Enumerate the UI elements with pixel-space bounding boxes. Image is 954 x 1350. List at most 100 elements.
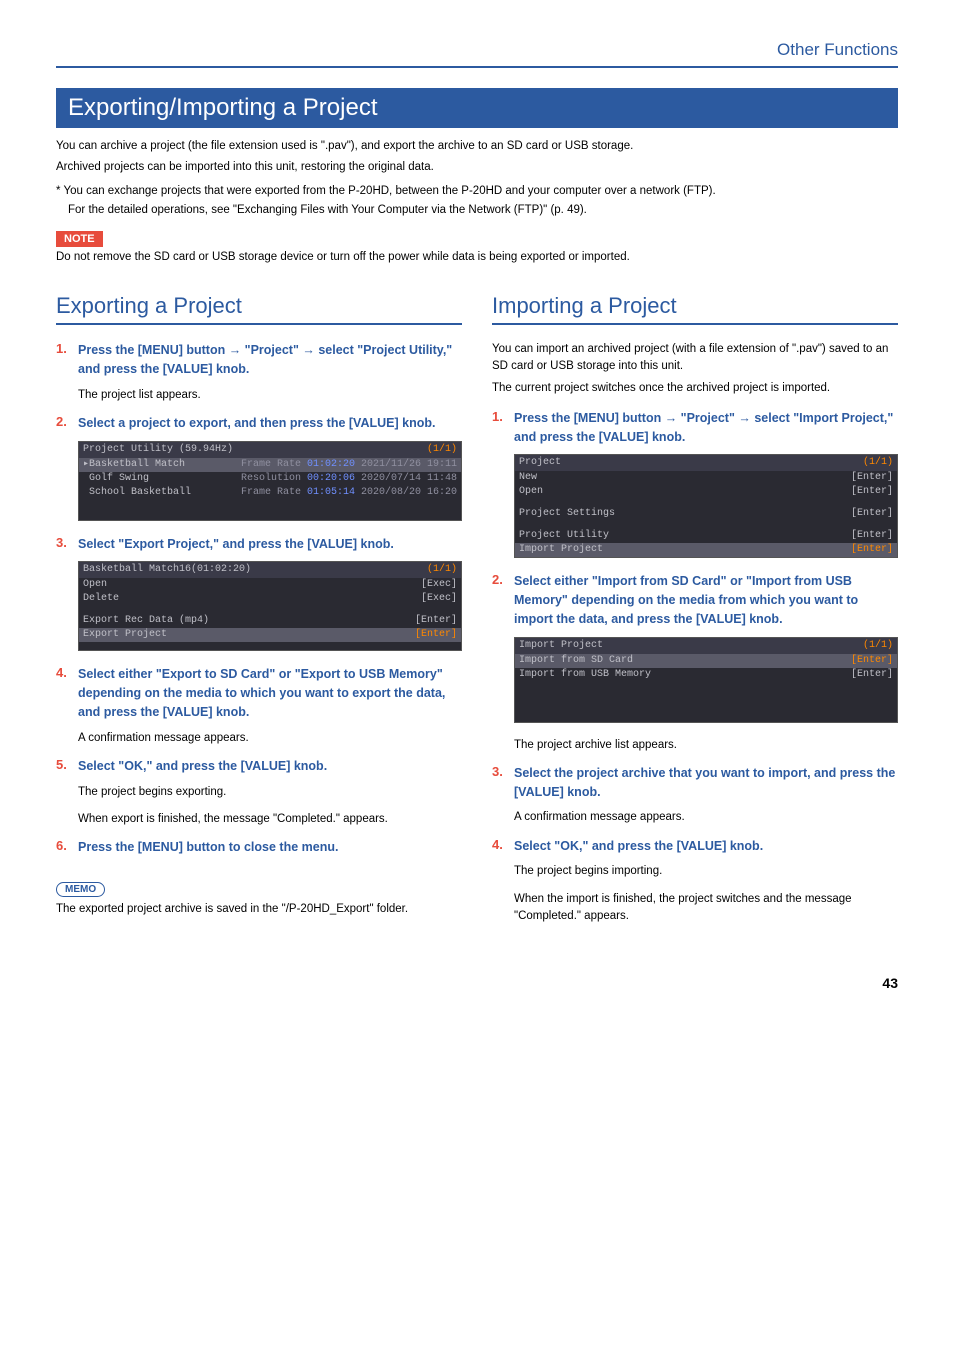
note-badge: NOTE [56,231,103,247]
note-text: Do not remove the SD card or USB storage… [56,251,898,263]
export-project-screenshot: Basketball Match16(01:02:20) (1/1) Open[… [78,561,462,651]
ss-row-name: Export Project [83,628,415,642]
step-note: A confirmation message appears. [492,809,898,826]
ss-row: New[Enter] [515,471,897,485]
ss-row-action: [Enter] [851,471,893,485]
footnote-2: For the detailed operations, see "Exchan… [56,202,898,219]
ss-row-date: 2020/08/20 16:20 [361,486,457,500]
ss-page: (1/1) [863,639,893,653]
step-number: 3. [56,535,78,554]
step-number: 3. [492,764,514,802]
step-note: The project archive list appears. [492,737,898,754]
export-step-3: 3. Select "Export Project," and press th… [56,535,462,554]
ss-row: Project Utility[Enter] [515,529,897,543]
step-number: 6. [56,838,78,857]
intro-line-2: Archived projects can be imported into t… [56,159,898,176]
ss-row: Import Project[Enter] [515,543,897,557]
ss-row-name: Open [519,485,851,499]
ss-title: Basketball Match16(01:02:20) [83,563,251,577]
step-text: Select a project to export, and then pre… [78,414,462,433]
step-text: Select "Export Project," and press the [… [78,535,462,554]
ss-row: Project Settings[Enter] [515,507,897,521]
ss-row-name: New [519,471,851,485]
ss-row: Open[Enter] [515,485,897,499]
memo-badge: MEMO [56,882,105,897]
ss-row: School Basketball Frame Rate 01:05:14 20… [79,486,461,500]
step-number: 2. [492,572,514,628]
ss-row: Import from USB Memory[Enter] [515,668,897,682]
ss-row-action: [Enter] [851,668,893,682]
export-step-5: 5. Select "OK," and press the [VALUE] kn… [56,757,462,776]
step-text: Press the [MENU] button → "Project" → se… [78,341,462,379]
page-title: Exporting/Importing a Project [56,88,898,128]
import-step-3: 3. Select the project archive that you w… [492,764,898,802]
step-number: 4. [492,837,514,856]
ss-row: ▸Basketball Match Frame Rate 01:02:20 20… [79,458,461,472]
ss-row: Import from SD Card[Enter] [515,654,897,668]
ss-row-mid: Resolution [241,472,307,486]
step-note: When the import is finished, the project… [492,891,898,926]
import-column: Importing a Project You can import an ar… [492,293,898,935]
project-menu-screenshot: Project (1/1) New[Enter] Open[Enter] Pro… [514,454,898,558]
ss-page: (1/1) [863,456,893,470]
ss-title: Import Project [519,639,603,653]
ss-row-name: Import Project [519,543,851,557]
ss-row: Open[Exec] [79,578,461,592]
ss-row: Export Project[Enter] [79,628,461,642]
ss-row-action: [Exec] [421,578,457,592]
step-text: Press the [MENU] button to close the men… [78,838,462,857]
step-number: 1. [492,409,514,447]
import-step-2: 2. Select either "Import from SD Card" o… [492,572,898,628]
export-heading: Exporting a Project [56,293,462,325]
export-step-2: 2. Select a project to export, and then … [56,414,462,433]
import-step-1: 1. Press the [MENU] button → "Project" →… [492,409,898,447]
ss-row-action: [Enter] [851,543,893,557]
ss-row-action: [Enter] [851,507,893,521]
step-note: The project list appears. [56,387,462,404]
ss-page: (1/1) [427,563,457,577]
step-number: 4. [56,665,78,721]
project-utility-screenshot: Project Utility (59.94Hz) (1/1) ▸Basketb… [78,441,462,521]
ss-row: Delete[Exec] [79,592,461,606]
ss-row-name: Golf Swing [83,472,241,486]
import-intro-1: You can import an archived project (with… [492,341,898,376]
ss-row-name: Import from SD Card [519,654,851,668]
ss-row-name: Delete [83,592,421,606]
ss-title: Project [519,456,561,470]
ss-page: (1/1) [427,443,457,457]
step-text: Select either "Import from SD Card" or "… [514,572,898,628]
ss-row-name: Open [83,578,421,592]
ss-row-date: 2020/07/14 11:48 [361,472,457,486]
step-note: A confirmation message appears. [56,730,462,747]
ss-row-action: [Exec] [421,592,457,606]
ss-row: Export Rec Data (mp4)[Enter] [79,614,461,628]
step-note: The project begins importing. [492,863,898,880]
step-note: The project begins exporting. [56,784,462,801]
ss-row-action: [Enter] [415,628,457,642]
ss-row-action: [Enter] [851,485,893,499]
ss-row-action: [Enter] [851,654,893,668]
step-text: Select "OK," and press the [VALUE] knob. [514,837,898,856]
step-text: Select either "Export to SD Card" or "Ex… [78,665,462,721]
import-step-4: 4. Select "OK," and press the [VALUE] kn… [492,837,898,856]
ss-row-name: Export Rec Data (mp4) [83,614,415,628]
ss-row-name: Project Utility [519,529,851,543]
import-intro-2: The current project switches once the ar… [492,380,898,397]
ss-row-name: School Basketball [83,486,241,500]
ss-row-name: ▸Basketball Match [83,458,241,472]
export-step-4: 4. Select either "Export to SD Card" or … [56,665,462,721]
footnote-1: * You can exchange projects that were ex… [56,183,898,200]
step-number: 5. [56,757,78,776]
ss-row-name: Project Settings [519,507,851,521]
page-number: 43 [56,975,898,991]
intro-line-1: You can archive a project (the file exte… [56,138,898,155]
export-step-6: 6. Press the [MENU] button to close the … [56,838,462,857]
ss-title: Project Utility (59.94Hz) [83,443,233,457]
ss-row-action: [Enter] [415,614,457,628]
memo-text: The exported project archive is saved in… [56,901,462,918]
export-step-1: 1. Press the [MENU] button → "Project" →… [56,341,462,379]
step-number: 2. [56,414,78,433]
ss-row-date: 2021/11/26 19:11 [361,458,457,472]
ss-row-time: 01:05:14 [307,486,361,500]
step-text: Select "OK," and press the [VALUE] knob. [78,757,462,776]
